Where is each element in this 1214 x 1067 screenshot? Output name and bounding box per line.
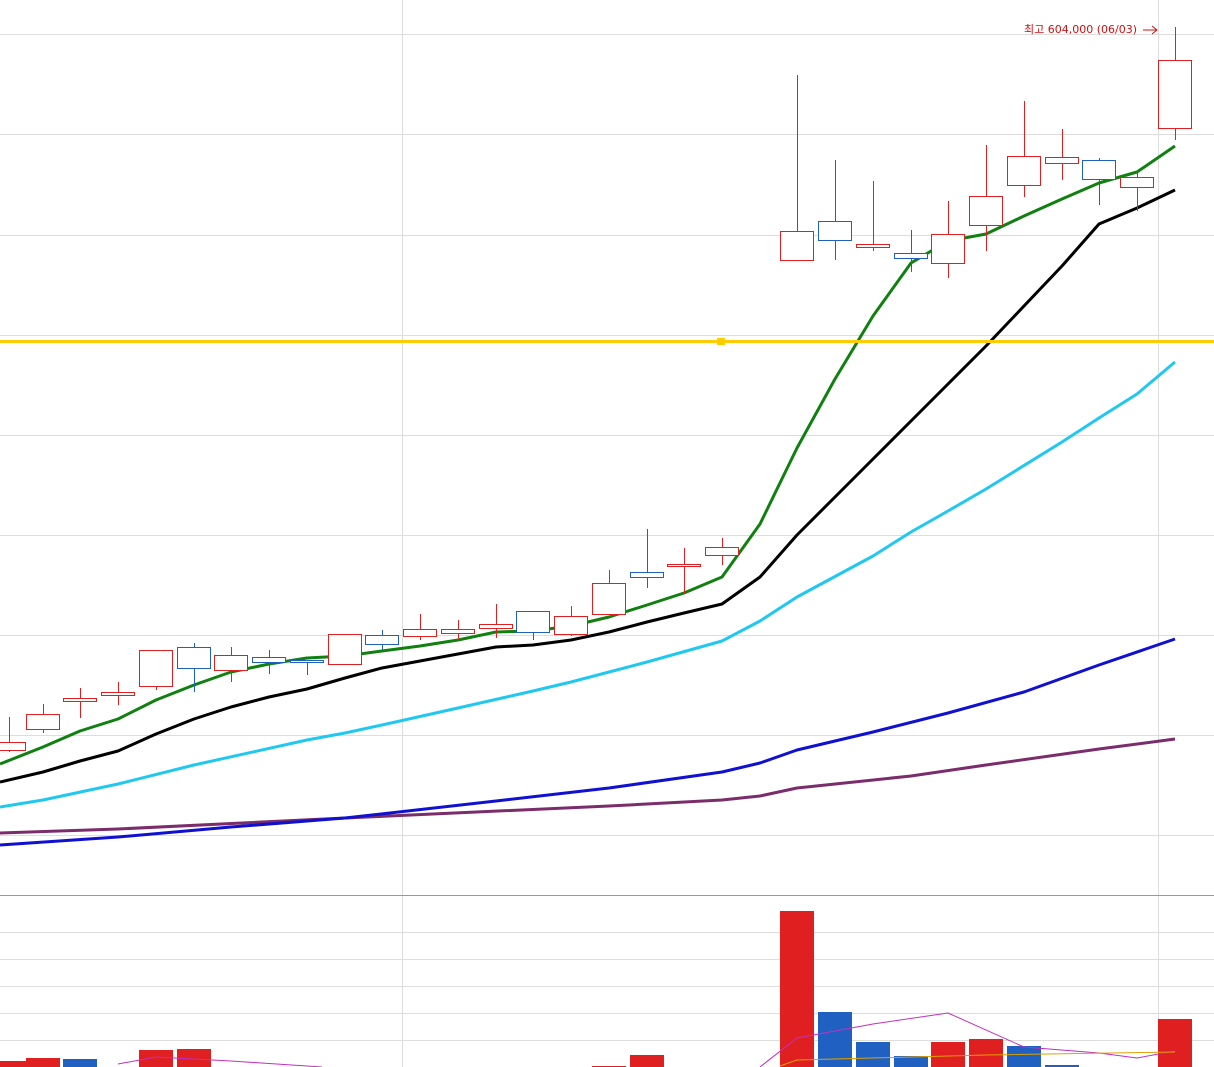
volume-ma-line xyxy=(779,1051,1176,1067)
ma-line xyxy=(0,637,1176,847)
volume-ma-line xyxy=(117,1056,323,1067)
volume-bar xyxy=(818,1012,852,1067)
candle-body xyxy=(516,611,550,633)
candle-body xyxy=(1158,60,1192,129)
candle-body xyxy=(780,231,814,261)
marker-handle[interactable] xyxy=(717,338,725,345)
candle-body xyxy=(1045,157,1079,164)
candles xyxy=(0,27,1192,752)
candle-body xyxy=(667,564,701,567)
candle-body xyxy=(26,714,60,730)
candle-body xyxy=(894,253,928,259)
volume-bar xyxy=(856,1042,890,1067)
candle-body xyxy=(969,196,1003,226)
volume-bar xyxy=(780,911,814,1067)
high-annotation: 최고 604,000 (06/03) xyxy=(1024,23,1137,36)
candle-body xyxy=(479,624,513,629)
candle-body xyxy=(214,655,248,671)
annotation-arrow xyxy=(1143,25,1158,35)
candle-body xyxy=(705,547,739,556)
candle-body xyxy=(252,657,286,663)
candle-body xyxy=(856,244,890,248)
volume-bar xyxy=(969,1039,1003,1067)
candle-body xyxy=(931,234,965,264)
moving-averages xyxy=(0,144,1176,847)
volume-bar xyxy=(931,1042,965,1067)
volume-bar xyxy=(139,1050,173,1067)
volume-bar xyxy=(1007,1046,1041,1067)
volume-pane xyxy=(0,911,1192,1067)
candle-body xyxy=(63,698,97,702)
ma-line xyxy=(0,737,1176,835)
candle-body xyxy=(1082,160,1116,180)
candle-body xyxy=(101,692,135,696)
candle-body xyxy=(0,742,26,751)
candle-body xyxy=(818,221,852,241)
volume-bar xyxy=(177,1049,211,1067)
candle-body xyxy=(1120,177,1154,188)
volume-bar xyxy=(630,1055,664,1067)
volume-ma-line xyxy=(759,1012,1176,1067)
candle-body xyxy=(139,650,173,687)
candle-body xyxy=(441,629,475,634)
candle-body xyxy=(365,635,399,645)
volume-bar xyxy=(894,1056,928,1067)
candle-body xyxy=(290,660,324,663)
volume-bar xyxy=(1045,1065,1079,1067)
volume-bar xyxy=(0,1061,26,1067)
ma-line xyxy=(0,144,1176,766)
ma-line xyxy=(0,188,1176,784)
candle-body xyxy=(554,616,588,635)
candle-body xyxy=(328,634,362,665)
candle-body xyxy=(630,572,664,578)
candle-body xyxy=(177,647,211,669)
candle-body xyxy=(403,629,437,637)
candle-body xyxy=(1007,156,1041,186)
volume-bar xyxy=(63,1059,97,1067)
volume-bar xyxy=(1158,1019,1192,1067)
candle-body xyxy=(592,583,626,615)
ma-line xyxy=(0,360,1176,809)
volume-bar xyxy=(26,1058,60,1067)
